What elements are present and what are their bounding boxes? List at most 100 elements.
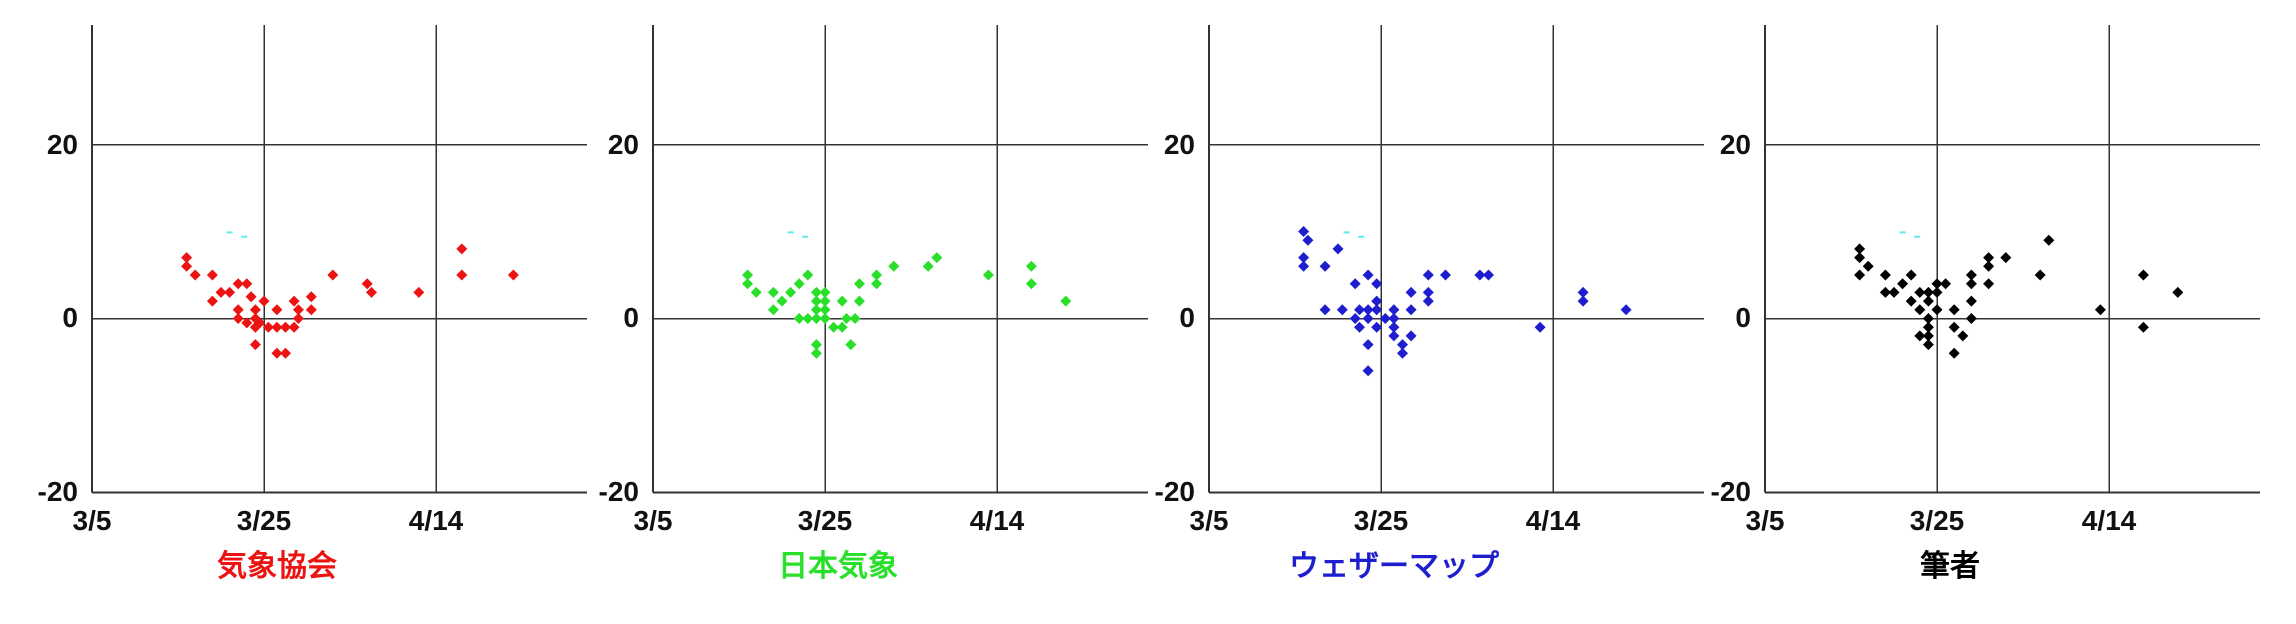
y-tick-label: 0 xyxy=(1179,302,1195,333)
data-point xyxy=(1897,278,1909,290)
data-point xyxy=(853,278,865,290)
x-tick-label: 3/25 xyxy=(797,505,853,536)
data-point xyxy=(1349,278,1361,290)
x-tick-label: 3/5 xyxy=(1745,505,1785,536)
data-point xyxy=(258,295,270,307)
data-point xyxy=(836,321,848,333)
data-point xyxy=(810,347,822,359)
data-point xyxy=(853,295,865,307)
x-tick-label: 3/5 xyxy=(1189,505,1229,536)
data-point xyxy=(271,347,283,359)
data-point xyxy=(249,304,261,316)
data-point xyxy=(836,295,848,307)
data-point xyxy=(1854,252,1866,264)
artifact-mark xyxy=(1914,235,1921,238)
data-point xyxy=(1931,278,1943,290)
data-point xyxy=(1862,260,1874,272)
data-point xyxy=(1931,304,1943,316)
artifact-mark xyxy=(1343,231,1350,234)
data-point xyxy=(1965,278,1977,290)
data-point xyxy=(288,295,300,307)
data-point xyxy=(271,304,283,316)
data-point xyxy=(1298,226,1310,237)
data-point xyxy=(413,286,425,298)
data-point xyxy=(922,260,934,272)
scatter-plot-area-4 xyxy=(1764,25,2260,494)
data-point xyxy=(1362,269,1374,281)
data-point xyxy=(215,286,227,298)
data-point xyxy=(931,252,943,264)
data-point xyxy=(241,278,253,290)
data-point xyxy=(1440,269,1451,281)
data-point xyxy=(305,291,317,303)
data-point xyxy=(292,304,304,316)
data-point xyxy=(1905,295,1917,307)
chart-title: ウェザーマップ xyxy=(1289,550,1499,583)
chart-panel-nihon-kisho: 20 0 -20 3/5 3/25 4/14 日本気象 xyxy=(561,0,1161,624)
data-point xyxy=(819,295,831,307)
data-point xyxy=(2094,304,2106,316)
data-point xyxy=(1474,269,1486,281)
data-point xyxy=(871,269,883,281)
chart-title: 気象協会 xyxy=(217,550,337,583)
data-point xyxy=(181,260,193,272)
artifact-mark xyxy=(802,235,809,238)
data-point xyxy=(1397,347,1408,359)
data-point xyxy=(1922,330,1934,342)
data-point xyxy=(232,278,244,290)
data-point xyxy=(2000,252,2012,264)
y-tick-label: 20 xyxy=(1163,129,1195,160)
data-point xyxy=(802,269,814,281)
data-point xyxy=(742,278,754,290)
data-point xyxy=(366,286,377,298)
data-point xyxy=(767,286,779,298)
data-point xyxy=(1983,260,1995,272)
chart-panel-kishokyokai: 20 0 -20 3/5 3/25 4/14 気象協会 xyxy=(0,0,600,624)
data-point xyxy=(280,347,291,359)
data-point xyxy=(1948,304,1960,316)
data-point xyxy=(1854,269,1866,281)
data-point xyxy=(1914,286,1926,298)
artifact-mark xyxy=(1899,231,1906,234)
data-point xyxy=(1879,286,1891,298)
data-point xyxy=(305,304,317,316)
data-point xyxy=(1371,321,1383,333)
chart-title: 筆者 xyxy=(1920,550,1980,583)
data-point xyxy=(456,243,468,255)
data-point xyxy=(1914,330,1926,342)
data-point xyxy=(1379,313,1391,324)
scatter-plot-area-3 xyxy=(1208,25,1704,494)
x-tick-label: 3/25 xyxy=(236,505,292,536)
data-point xyxy=(828,321,840,333)
data-point xyxy=(767,304,779,316)
chart-panel-weathermap: 20 0 -20 3/5 3/25 4/14 ウェザーマップ xyxy=(1117,0,1717,624)
data-point xyxy=(1965,269,1977,281)
x-tick-label: 4/14 xyxy=(1525,505,1581,536)
data-point xyxy=(456,269,468,281)
data-point xyxy=(2137,269,2149,281)
data-point xyxy=(810,313,822,324)
data-point xyxy=(224,286,236,298)
data-point xyxy=(1534,321,1546,333)
y-tick-label: 0 xyxy=(623,302,639,333)
data-point xyxy=(1931,286,1943,298)
data-point xyxy=(793,313,805,324)
data-point xyxy=(1388,313,1400,324)
y-tick-label: -20 xyxy=(1154,476,1195,507)
data-point xyxy=(810,295,822,307)
y-tick-label: 0 xyxy=(1735,302,1751,333)
data-point xyxy=(1983,252,1995,264)
data-point xyxy=(1298,252,1310,264)
chart-title: 日本気象 xyxy=(778,550,898,583)
artifact-mark xyxy=(787,231,794,234)
data-point xyxy=(1965,313,1977,324)
data-point xyxy=(1905,269,1917,281)
data-point xyxy=(1922,321,1934,333)
data-point xyxy=(1620,304,1632,316)
data-point xyxy=(1025,260,1037,272)
data-point xyxy=(232,304,244,316)
y-tick-label: 0 xyxy=(62,302,78,333)
data-point xyxy=(742,269,754,281)
x-tick-label: 3/5 xyxy=(72,505,112,536)
data-point xyxy=(841,313,852,324)
